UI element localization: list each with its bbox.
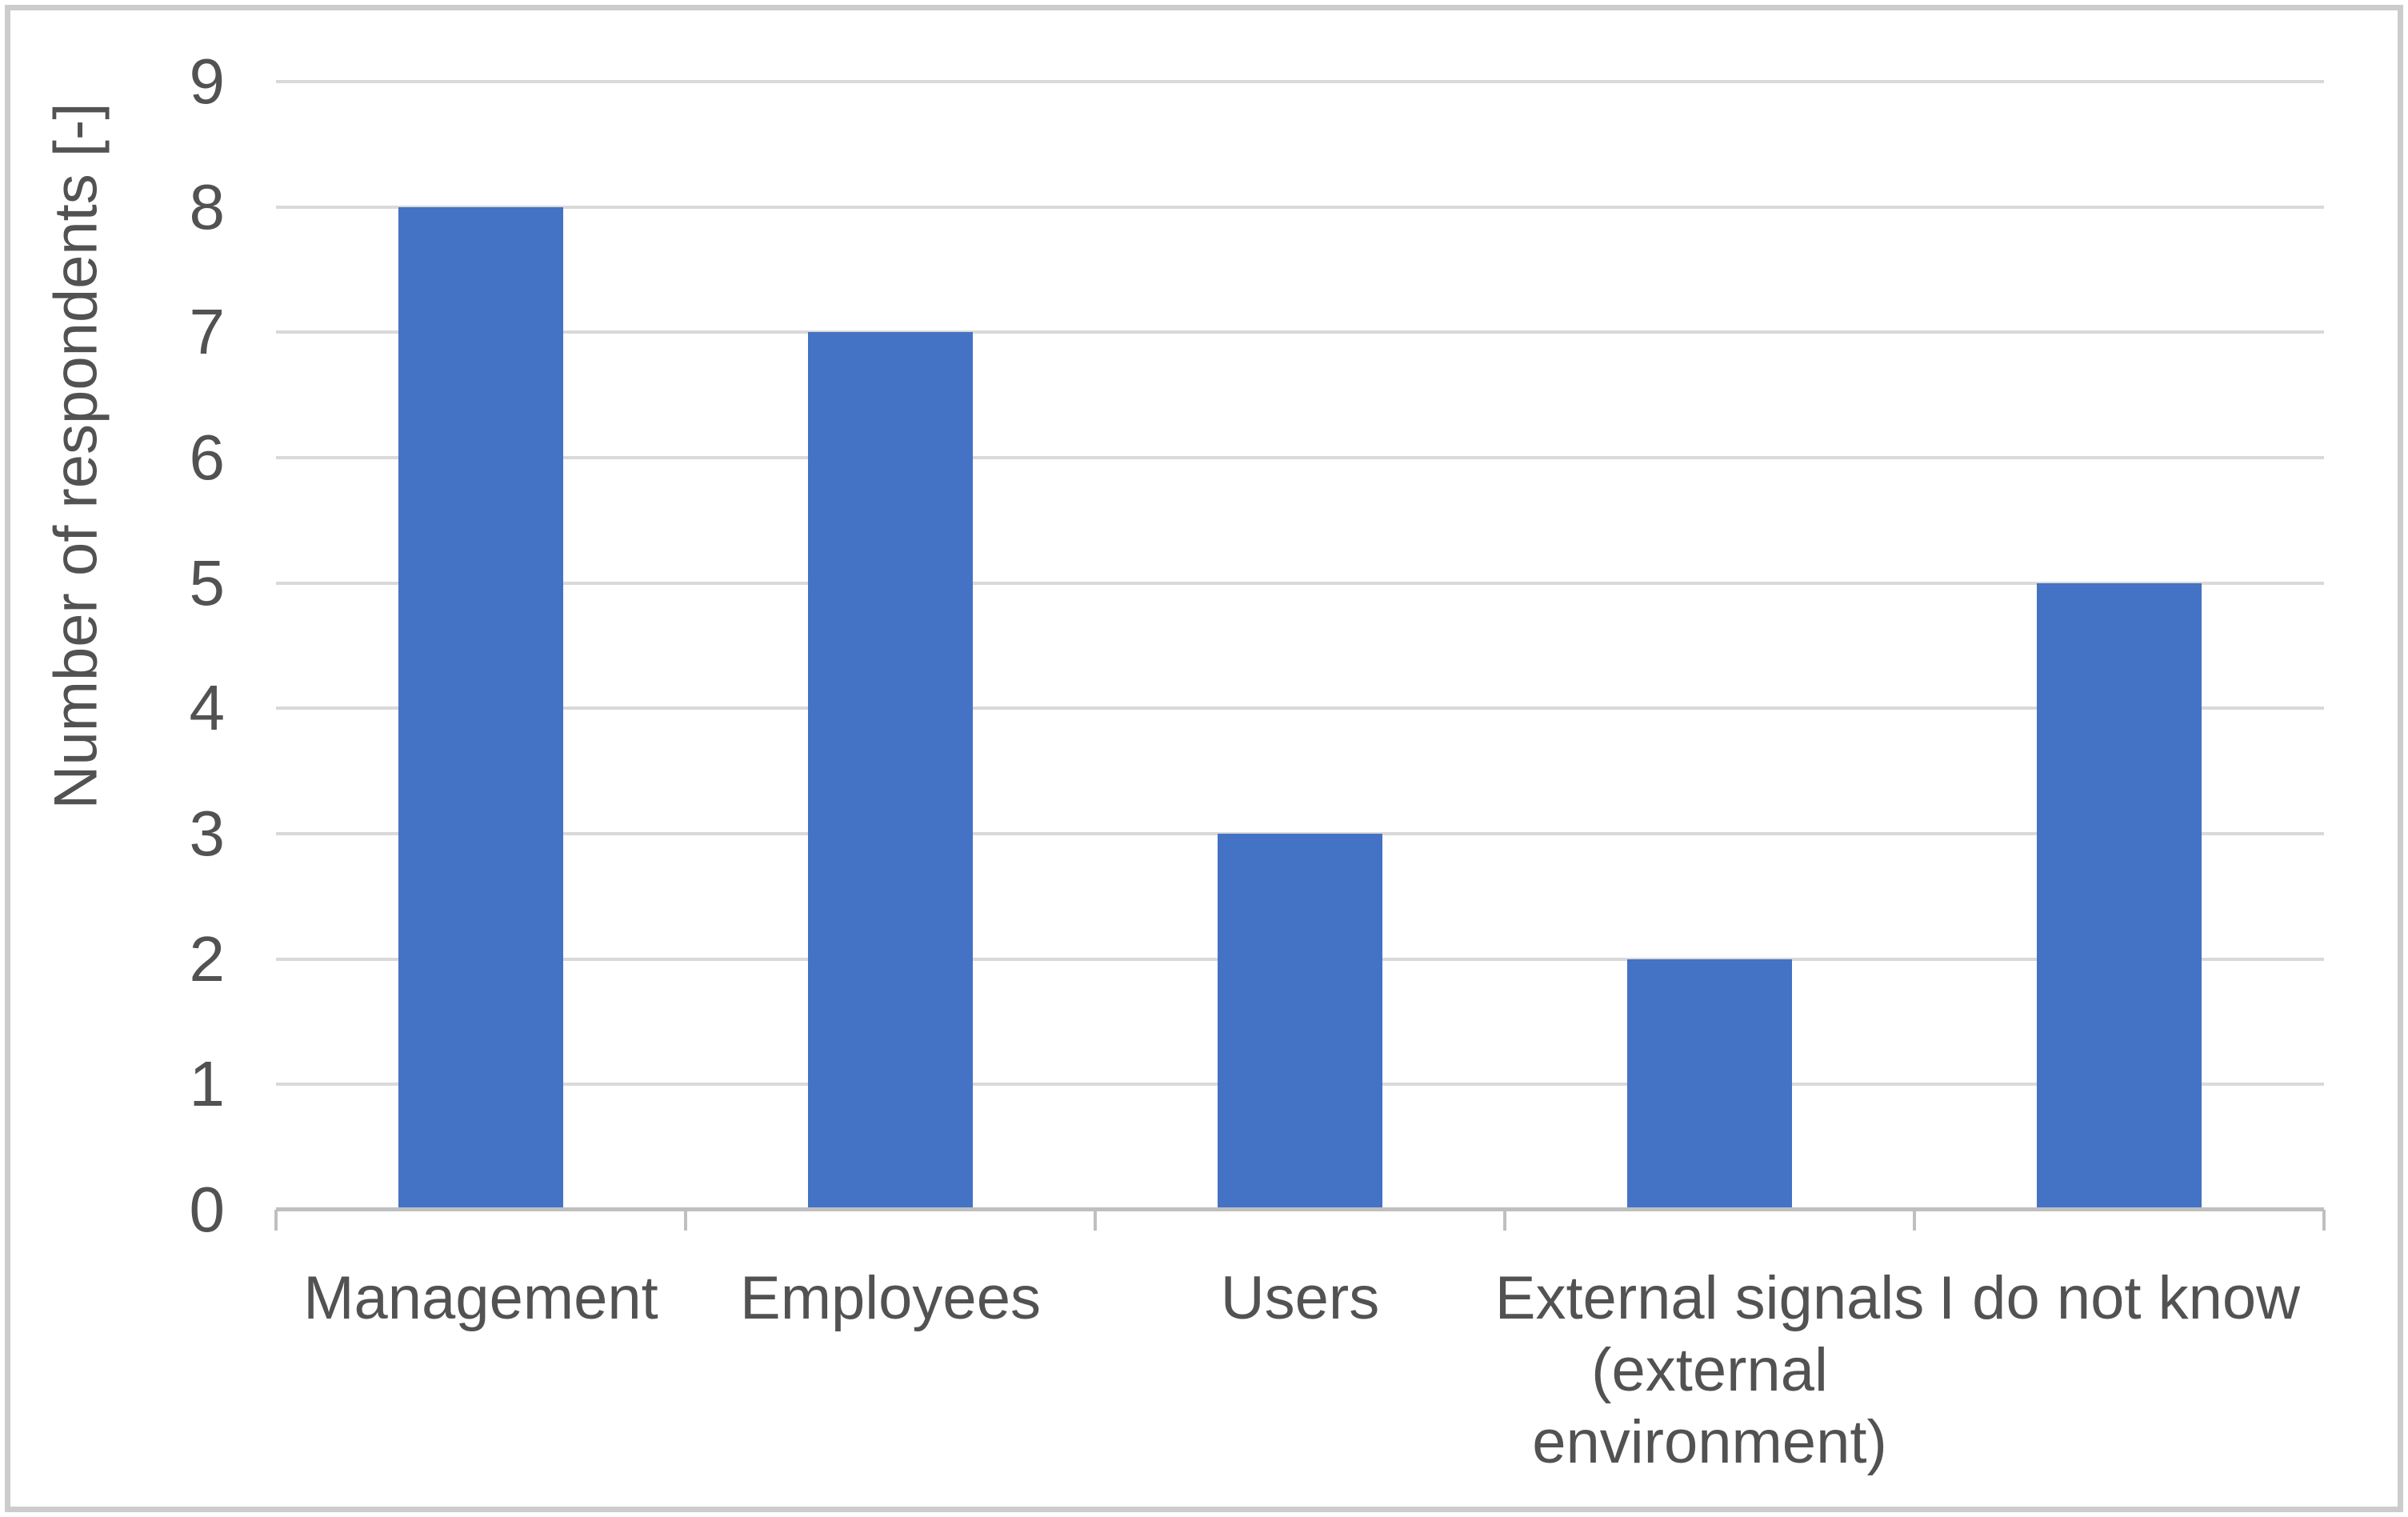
gridline-y-5	[276, 581, 2324, 585]
x-axis-tick	[684, 1210, 687, 1231]
x-category-label: Users	[1220, 1264, 1380, 1332]
gridline-y-7	[276, 330, 2324, 334]
x-category-label: Management	[303, 1264, 658, 1332]
x-axis-tick	[1094, 1210, 1097, 1231]
y-tick-label-4: 4	[189, 672, 226, 744]
gridline-y-6	[276, 456, 2324, 459]
x-category-label: Employees	[740, 1264, 1041, 1332]
bar-management	[398, 206, 563, 1210]
bar-external-signals-external-environment-	[1627, 959, 1792, 1210]
plot-area	[274, 80, 2326, 1231]
y-tick-label-0: 0	[189, 1174, 226, 1245]
y-tick-label-7: 7	[189, 296, 226, 368]
x-axis-tick	[274, 1210, 278, 1231]
x-axis-tick	[2322, 1210, 2326, 1231]
x-category-label: I do not know	[1938, 1264, 2301, 1332]
gridline-y-9	[276, 80, 2324, 83]
y-tick-label-9: 9	[189, 46, 226, 117]
x-axis-line	[276, 1207, 2324, 1211]
bar-users	[1218, 834, 1382, 1210]
y-tick-label-8: 8	[189, 170, 226, 242]
gridline-y-8	[276, 205, 2324, 209]
y-tick-label-2: 2	[189, 923, 226, 995]
y-tick-label-5: 5	[189, 546, 226, 618]
bar-i-do-not-know	[2037, 582, 2202, 1210]
gridline-y-4	[276, 706, 2324, 710]
y-tick-label-3: 3	[189, 798, 226, 869]
x-axis-tick	[1913, 1210, 1916, 1231]
x-category-label: External signals (external environment)	[1494, 1264, 1925, 1476]
y-tick-label-6: 6	[189, 422, 226, 493]
y-tick-label-1: 1	[189, 1048, 226, 1120]
x-axis-tick	[1503, 1210, 1506, 1231]
bar-employees	[808, 332, 973, 1210]
